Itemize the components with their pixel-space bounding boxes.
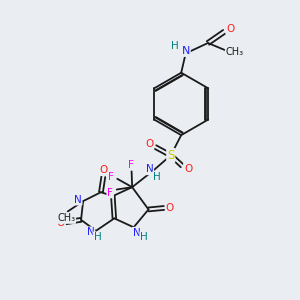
Text: CH₃: CH₃ <box>57 213 75 223</box>
Text: O: O <box>166 203 174 213</box>
Text: N: N <box>74 195 82 205</box>
Text: N: N <box>146 164 153 174</box>
Text: CH₃: CH₃ <box>226 47 244 57</box>
Text: F: F <box>128 160 134 170</box>
Text: H: H <box>153 172 160 182</box>
Text: S: S <box>167 149 175 162</box>
Text: O: O <box>56 218 64 228</box>
Text: F: F <box>108 172 114 182</box>
Text: H: H <box>140 232 148 242</box>
Text: F: F <box>107 188 113 197</box>
Text: N: N <box>87 227 94 237</box>
Text: H: H <box>94 232 101 242</box>
Text: N: N <box>133 228 140 238</box>
Text: N: N <box>182 46 190 56</box>
Text: O: O <box>226 24 234 34</box>
Text: O: O <box>145 139 154 149</box>
Text: O: O <box>100 165 108 175</box>
Text: H: H <box>171 41 179 51</box>
Text: O: O <box>184 164 192 174</box>
